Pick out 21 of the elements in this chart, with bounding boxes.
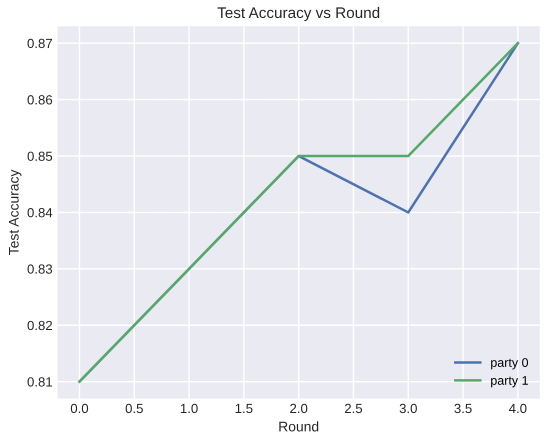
legend-label: party 0 — [491, 358, 528, 370]
y-tick-label: 0.85 — [28, 152, 52, 161]
x-tick-label: 1.5 — [236, 404, 252, 414]
x-tick-label: 2.5 — [344, 404, 362, 414]
x-tick-label: 0.0 — [70, 404, 88, 414]
x-tick-label: 0.5 — [126, 404, 143, 414]
y-tick-label: 0.83 — [28, 264, 52, 274]
y-tick-label: 0.84 — [28, 208, 52, 218]
x-tick-label: 1.0 — [180, 404, 198, 414]
x-tick-label: 3.0 — [400, 404, 417, 414]
x-tick-label: 2.0 — [290, 404, 308, 414]
legend-label: party 1 — [491, 376, 528, 388]
y-tick-label: 0.82 — [28, 320, 52, 330]
y-tick-label: 0.81 — [28, 377, 52, 387]
y-tick-label: 0.86 — [28, 95, 52, 105]
y-tick-label: 0.87 — [28, 38, 52, 48]
x-tick-label: 4.0 — [508, 404, 527, 414]
x-axis-title: Round — [279, 421, 318, 432]
x-tick-label: 3.5 — [454, 404, 472, 414]
y-axis-title: Test Accuracy — [9, 170, 22, 255]
chart-title: Test Accuracy vs Round — [217, 6, 380, 22]
